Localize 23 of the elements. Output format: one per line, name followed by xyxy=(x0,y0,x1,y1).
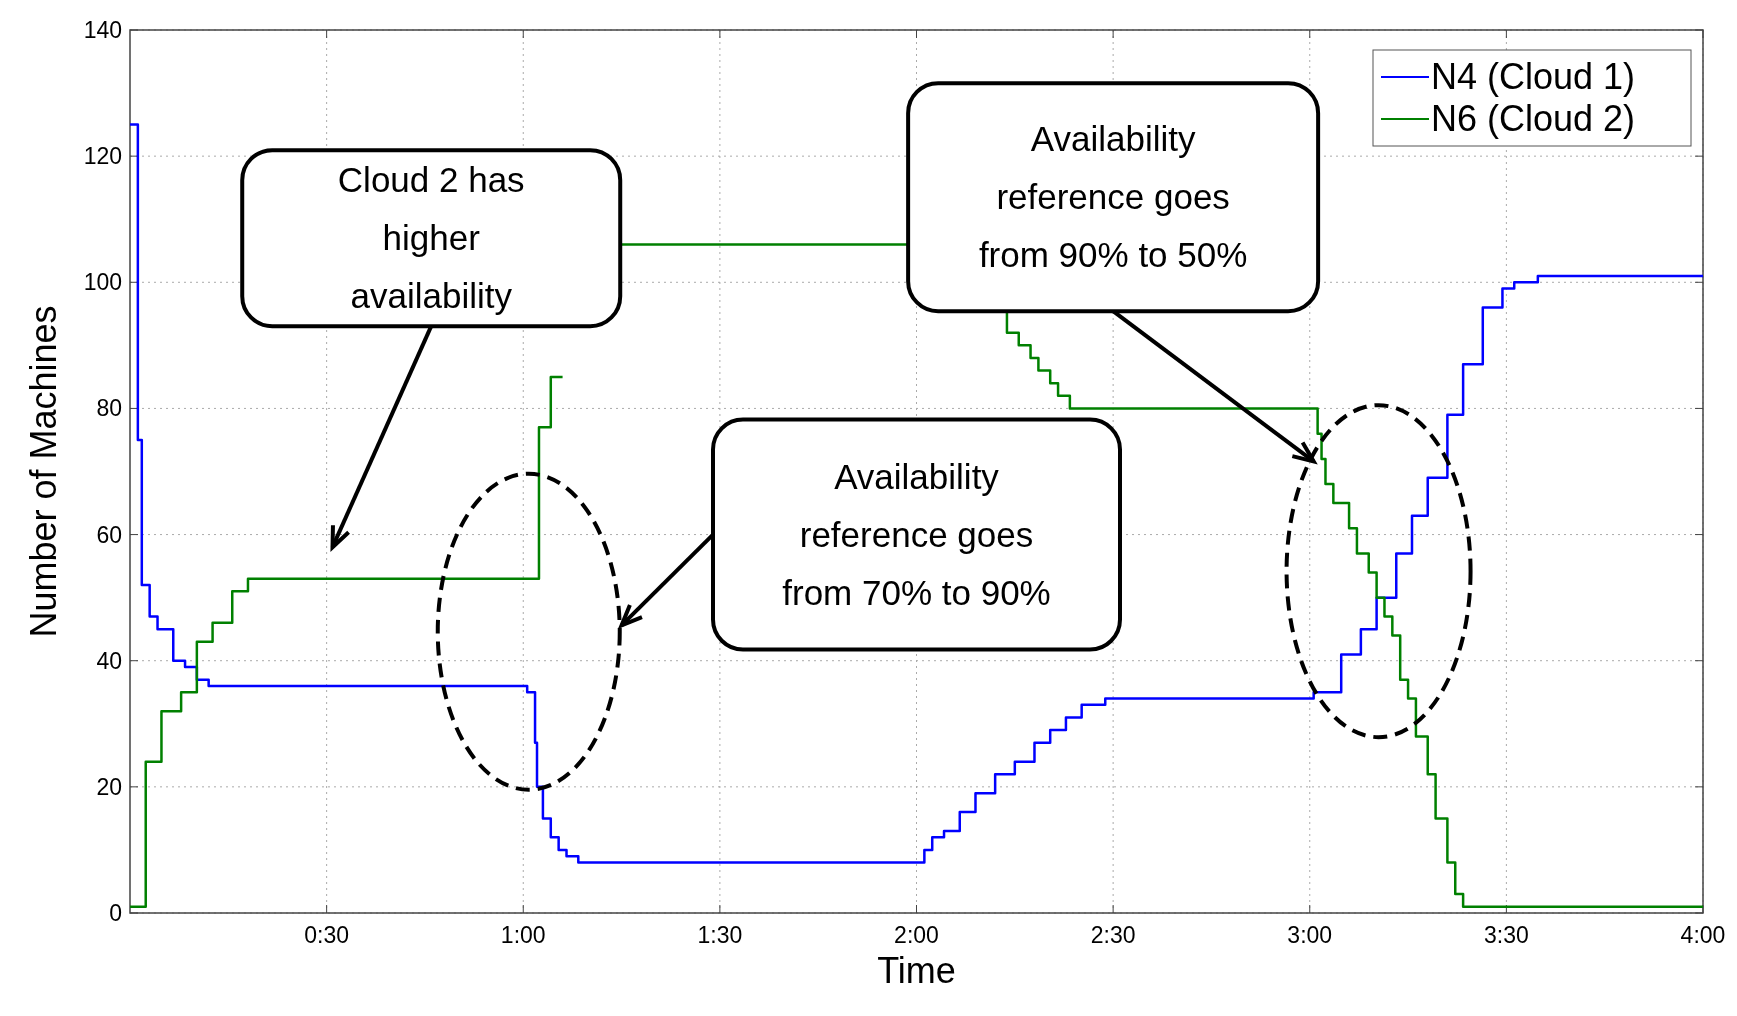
x-tick-label: 3:00 xyxy=(1287,922,1333,948)
x-tick-label: 2:30 xyxy=(1090,922,1136,948)
legend-label: N6 (Cloud 2) xyxy=(1431,98,1636,139)
y-tick-label: 100 xyxy=(83,269,122,296)
annotation: Availability reference goes from 70% to 90% xyxy=(782,456,1051,612)
x-tick-label: 4:00 xyxy=(1680,922,1726,948)
y-tick-label: 20 xyxy=(96,773,122,800)
y-tick-label: 60 xyxy=(96,521,122,548)
y-tick-label: 0 xyxy=(109,900,122,926)
x-axis-title: Time xyxy=(877,950,956,991)
y-tick-label: 120 xyxy=(83,143,122,170)
y-axis-title: Number of Machines xyxy=(23,305,64,638)
annotation: Availability reference goes from 90% to 50% xyxy=(978,119,1248,275)
x-tick-label: 1:00 xyxy=(500,922,546,948)
y-tick-label: 140 xyxy=(83,17,122,43)
x-tick-label: 2:00 xyxy=(894,922,939,948)
x-tick-label: 0:30 xyxy=(304,922,350,948)
y-tick-label: 40 xyxy=(96,647,122,674)
annotation: Cloud 2 has higher availability xyxy=(337,160,525,316)
y-tick-label: 80 xyxy=(96,395,122,422)
legend-label: N4 (Cloud 1) xyxy=(1431,56,1636,97)
x-tick-label: 3:30 xyxy=(1483,922,1529,948)
x-tick-label: 1:30 xyxy=(697,922,743,948)
